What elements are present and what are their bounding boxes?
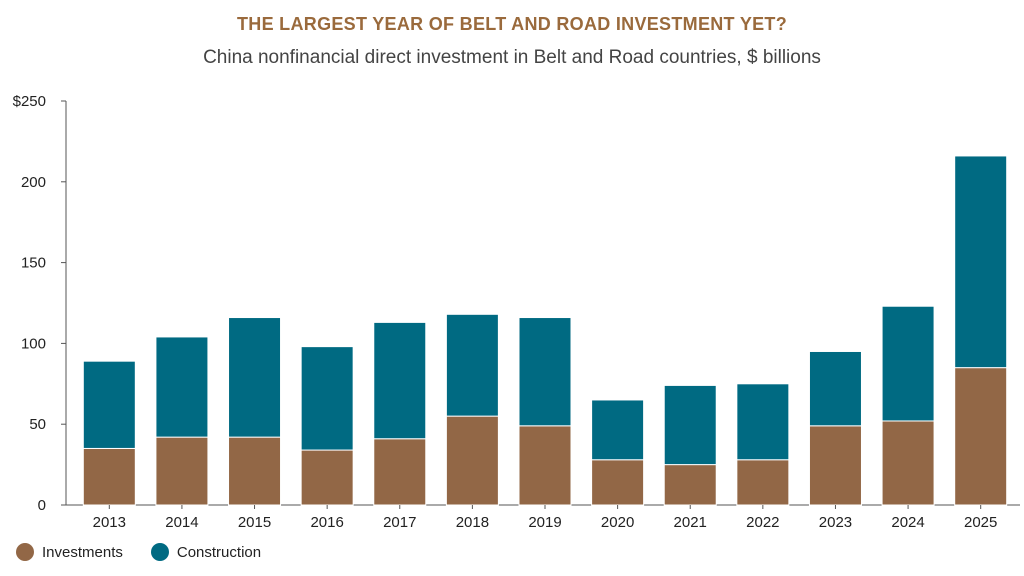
bar-investments-2015 [228, 436, 282, 506]
legend-label-investments: Investments [42, 543, 123, 561]
bar-construction-2021 [663, 384, 717, 466]
x-tick-label: 2014 [165, 514, 198, 531]
x-tick-label: 2016 [310, 514, 343, 531]
x-tick-label: 2018 [456, 514, 489, 531]
bar-construction-2013 [82, 360, 136, 449]
bar-construction-2018 [445, 313, 499, 417]
bar-construction-2015 [228, 317, 282, 438]
bar-construction-2020 [591, 399, 645, 461]
bar-investments-2021 [663, 464, 717, 506]
y-tick-label: 200 [21, 174, 46, 191]
bar-investments-2014 [155, 436, 209, 506]
bar-construction-2022 [736, 383, 790, 461]
bar-investments-2017 [373, 438, 427, 506]
x-tick-label: 2024 [891, 514, 924, 531]
bar-construction-2023 [808, 350, 862, 427]
legend-label-construction: Construction [176, 543, 262, 561]
chart-subtitle: China nonfinancial direct investment in … [203, 47, 821, 68]
bar-construction-2016 [300, 346, 354, 451]
legend-swatch-construction [150, 543, 169, 561]
y-tick-label: $250 [13, 93, 46, 110]
x-tick-label: 2013 [93, 514, 126, 531]
y-tick-label: 150 [21, 255, 46, 272]
legend: Investments Construction [16, 540, 289, 564]
bar-construction-2019 [518, 317, 572, 427]
legend-item-investments: Investments [16, 543, 123, 561]
bar-investments-2022 [736, 459, 790, 506]
bar-investments-2023 [808, 425, 862, 506]
bar-construction-2024 [881, 305, 935, 422]
x-tick-label: 2025 [964, 514, 997, 531]
x-tick-label: 2019 [528, 514, 561, 531]
x-tick-label: 2021 [674, 514, 707, 531]
legend-item-construction: Construction [150, 543, 262, 561]
bar-construction-2014 [155, 336, 209, 438]
bar-investments-2020 [591, 459, 645, 506]
bar-investments-2024 [881, 420, 935, 506]
bar-construction-2025 [954, 155, 1008, 369]
bar-investments-2018 [445, 415, 499, 506]
bar-investments-2013 [82, 447, 136, 506]
x-tick-label: 2022 [746, 514, 779, 531]
y-tick-label: 100 [21, 335, 46, 352]
legend-swatch-investments [16, 543, 34, 561]
y-tick-label: 50 [29, 416, 46, 433]
x-tick-label: 2020 [601, 514, 634, 531]
x-tick-label: 2015 [238, 514, 271, 531]
bar-investments-2025 [954, 367, 1008, 506]
x-tick-label: 2017 [383, 514, 416, 531]
chart-title: THE LARGEST YEAR OF BELT AND ROAD INVEST… [236, 14, 788, 34]
bar-investments-2019 [518, 425, 572, 506]
y-tick-label: 0 [38, 497, 46, 514]
bar-investments-2016 [300, 449, 354, 506]
x-tick-label: 2023 [819, 514, 852, 531]
bar-construction-2017 [373, 321, 427, 440]
